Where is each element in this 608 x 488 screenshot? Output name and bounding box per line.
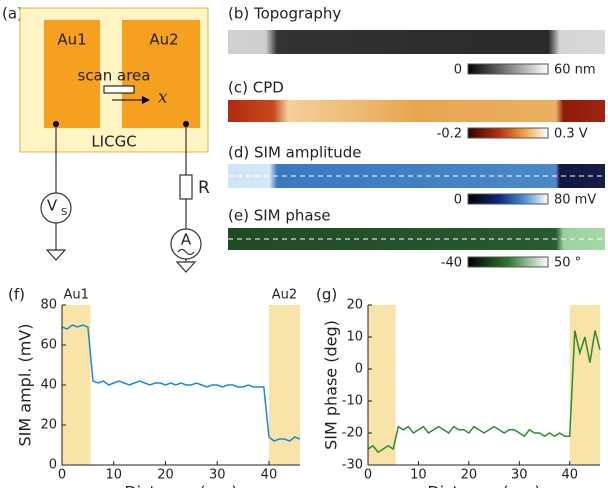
scan-area	[104, 86, 134, 93]
image-label: (e) SIM phase	[228, 207, 331, 225]
x-tick-label: 0	[58, 468, 66, 483]
x-tick-label: 20	[157, 468, 174, 483]
resistor-label: R	[198, 178, 210, 198]
scale-max: 80 mV	[554, 193, 596, 208]
y-tick-label: 10	[346, 330, 363, 345]
span	[570, 305, 600, 465]
panel-label: (g)	[316, 286, 337, 304]
x-tick-label: 20	[461, 468, 478, 483]
images: (b) Topography 0 60 nm (c) CPD -0.2 0.3 …	[228, 5, 605, 271]
span-label: Au1	[64, 288, 89, 303]
image-label: (b) Topography	[228, 5, 341, 23]
y-tick-label: 0	[49, 458, 57, 473]
y-axis-label: SIM ampl. (mV)	[16, 324, 35, 447]
series-line	[62, 325, 300, 441]
y-tick-label: -20	[342, 426, 363, 441]
x-tick-label: 10	[105, 468, 122, 483]
x-tick-label: 40	[561, 468, 578, 483]
source-label: V	[47, 197, 58, 215]
axes	[368, 305, 600, 465]
y-tick-label: 40	[40, 378, 57, 393]
y-tick-label: 60	[40, 338, 57, 353]
y-tick-label: 0	[355, 362, 363, 377]
span-label: Au2	[272, 288, 297, 303]
x-axis-label: Distance (µm)	[124, 483, 237, 488]
charts: Au1 Au2 0 20 40 60 80 0 10 20 30 40 (f) Distance (µm)…	[8, 286, 600, 488]
colorbar	[468, 257, 548, 267]
scale-max: 0.3 V	[554, 127, 588, 142]
image-label: (d) SIM amplitude	[228, 144, 361, 162]
colorbar	[468, 194, 548, 204]
x-axis-label: Distance (µm)	[427, 483, 540, 488]
y-tick-label: -30	[342, 458, 363, 473]
scale-min: 0	[454, 63, 462, 78]
x-tick-label: 30	[511, 468, 528, 483]
x-tick-label: 30	[209, 468, 226, 483]
scale-max: 60 nm	[554, 63, 596, 78]
x-tick-label: 40	[261, 468, 278, 483]
y-tick-label: 20	[346, 298, 363, 313]
x-tick-label: 0	[364, 468, 372, 483]
panel-label: (f)	[8, 286, 25, 304]
scale-min: -0.2	[437, 127, 462, 142]
y-tick-label: 20	[40, 418, 57, 433]
contact	[53, 121, 59, 127]
schematic: (a) Au1 Au2 scan area x LICGC V S R A	[2, 5, 210, 273]
meter-label: A	[181, 231, 192, 249]
figure: (a) Au1 Au2 scan area x LICGC V S R A (b…	[0, 0, 608, 488]
axis-label: x	[158, 88, 168, 108]
y-axis-label: SIM phase (deg)	[322, 320, 341, 450]
colorbar	[468, 128, 548, 138]
contact	[183, 121, 189, 127]
x-tick-label: 10	[410, 468, 427, 483]
image-label: (c) CPD	[228, 79, 284, 97]
image	[228, 30, 605, 54]
series-line	[368, 331, 600, 453]
axes	[62, 305, 300, 465]
y-tick-label: -10	[342, 394, 363, 409]
colorbar	[468, 64, 548, 74]
scale-min: 0	[454, 193, 462, 208]
y-tick-label: 80	[40, 298, 57, 313]
scale-max: 50 °	[554, 256, 581, 271]
image	[228, 100, 605, 122]
page: {"panel_a": {"label": "(a)", "pads": ["A…	[0, 0, 608, 488]
substrate-label: LICGC	[91, 133, 136, 151]
scan-label: scan area	[78, 67, 151, 85]
span	[368, 305, 396, 465]
source-sub: S	[61, 207, 67, 218]
pad-label: Au2	[149, 31, 178, 49]
scale-min: -40	[441, 256, 462, 271]
pad-label: Au1	[57, 31, 86, 49]
